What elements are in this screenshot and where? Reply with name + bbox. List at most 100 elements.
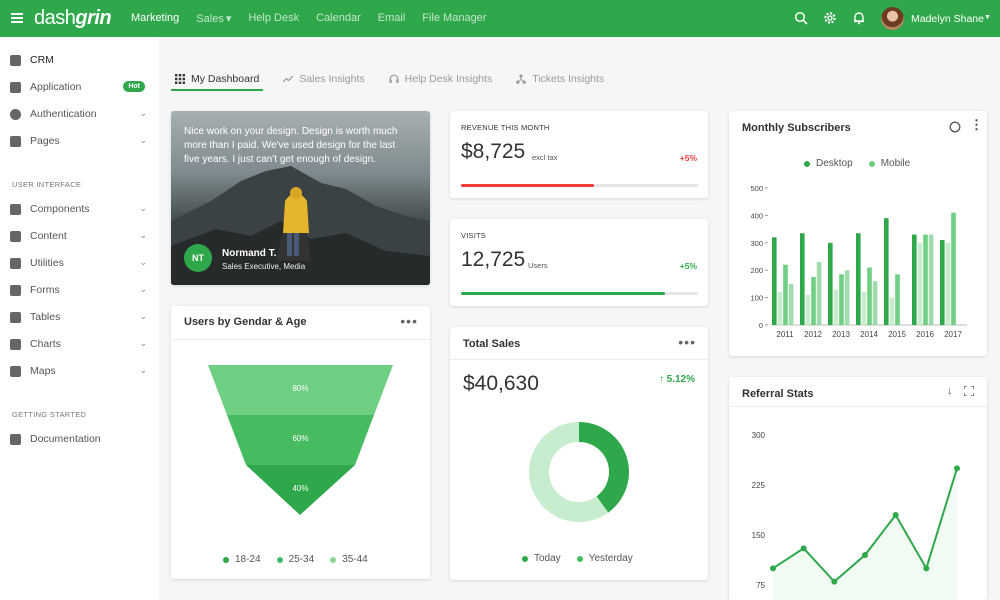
chevron-down-icon: ▾ bbox=[225, 13, 232, 25]
visits-label: VISITS bbox=[461, 231, 486, 240]
funnel-level-2 bbox=[227, 415, 374, 465]
sidebar-item-label: Tables bbox=[30, 311, 61, 323]
sidebar-item-components[interactable]: Components ⌄ bbox=[10, 201, 155, 217]
bar-2013 bbox=[844, 270, 850, 325]
arrow-up-icon: ↑ bbox=[658, 374, 664, 385]
topnav-calendar[interactable]: Calendar bbox=[316, 12, 361, 24]
tab-my-dashboard[interactable]: My Dashboard bbox=[171, 68, 264, 91]
revenue-unit: excl tax bbox=[532, 153, 558, 162]
sidebar-item-forms[interactable]: Forms ⌄ bbox=[10, 282, 155, 298]
bell-icon[interactable] bbox=[852, 11, 866, 25]
legend-mobile: Mobile bbox=[868, 158, 910, 169]
data-point bbox=[831, 578, 838, 585]
data-point bbox=[954, 465, 960, 472]
bar-2011 bbox=[772, 237, 777, 325]
tab-label: My Dashboard bbox=[191, 73, 260, 85]
sidebar-item-label: Forms bbox=[30, 284, 60, 296]
fullscreen-icon[interactable] bbox=[964, 386, 974, 396]
funnel-chart bbox=[208, 365, 393, 515]
sidebar-item-pages[interactable]: Pages ⌄ bbox=[10, 133, 155, 149]
search-icon[interactable] bbox=[794, 11, 808, 25]
bar-2012 bbox=[805, 294, 811, 325]
author-avatar: NT bbox=[184, 244, 212, 272]
sidebar-item-tables[interactable]: Tables ⌄ bbox=[10, 309, 155, 325]
bar-2015 bbox=[884, 218, 889, 325]
sidebar-item-charts[interactable]: Charts ⌄ bbox=[10, 336, 155, 352]
bar-2017 bbox=[940, 240, 945, 325]
donut-slice-yesterday bbox=[529, 422, 629, 522]
card-title: Total Sales bbox=[463, 338, 521, 350]
topnav-email[interactable]: Email bbox=[377, 12, 406, 24]
content-icon bbox=[10, 230, 21, 242]
refresh-icon[interactable] bbox=[949, 121, 961, 133]
tab-label: Sales Insights bbox=[299, 73, 365, 85]
maps-icon bbox=[10, 365, 21, 377]
topnav-marketing[interactable]: Marketing bbox=[131, 12, 180, 24]
more-horizontal-icon[interactable]: ••• bbox=[678, 334, 696, 350]
more-horizontal-icon[interactable]: ••• bbox=[400, 313, 418, 329]
subscribers-bar-chart: 0 100 200 300 400 500 2011 2012 2013 2014 2015 2016… bbox=[750, 184, 967, 339]
x-tick-label: 2016 bbox=[916, 330, 934, 339]
bar-2017 bbox=[951, 212, 956, 325]
sidebar-item-authentication[interactable]: Authentication ⌄ bbox=[10, 106, 155, 122]
funnel-level-3 bbox=[246, 465, 355, 515]
total-sales-value: $40,630 bbox=[463, 372, 539, 395]
sidebar-item-utilities[interactable]: Utilities ⌄ bbox=[10, 255, 155, 271]
referral-line-chart: 300 225 150 75 bbox=[752, 431, 960, 600]
data-point bbox=[770, 565, 776, 572]
logo[interactable]: dashgrin bbox=[34, 7, 112, 29]
tab-sales-insights[interactable]: Sales Insights bbox=[279, 68, 368, 90]
visits-change: +5% bbox=[679, 261, 697, 271]
funnel-label: 60% bbox=[292, 434, 309, 443]
chevron-down-icon: ⌄ bbox=[139, 338, 147, 348]
sidebar-item-maps[interactable]: Maps ⌄ bbox=[10, 363, 155, 379]
sidebar-item-crm[interactable]: CRM bbox=[10, 52, 155, 68]
tables-icon bbox=[10, 311, 21, 323]
chevron-down-icon[interactable]: ▼ bbox=[984, 14, 991, 21]
utilities-icon bbox=[10, 257, 21, 269]
total-sales-card: Total Sales ••• $40,630 ↑ 5.12% Today Ye… bbox=[450, 327, 708, 580]
total-sales-donut bbox=[529, 422, 629, 522]
legend-yesterday: Yesterday bbox=[576, 553, 633, 564]
chevron-down-icon: ⌄ bbox=[139, 203, 147, 213]
more-vertical-icon[interactable]: ⋮ bbox=[970, 117, 983, 132]
avatar[interactable] bbox=[881, 7, 904, 30]
x-tick-label: 2011 bbox=[776, 330, 794, 339]
download-icon[interactable]: ↓ bbox=[947, 385, 953, 397]
legend-desktop: Desktop bbox=[804, 158, 853, 169]
sidebar-item-label: Authentication bbox=[30, 108, 97, 120]
visits-progress bbox=[461, 292, 698, 295]
legend-25-34: 25-34 bbox=[276, 554, 314, 565]
revenue-change: +5% bbox=[679, 153, 697, 163]
bar-2014 bbox=[867, 267, 872, 325]
user-name[interactable]: Madelyn Shane bbox=[911, 13, 984, 25]
chevron-down-icon: ⌄ bbox=[139, 135, 147, 145]
topnav-file-manager[interactable]: File Manager bbox=[422, 12, 487, 24]
top-nav: Marketing Sales ▾ Help Desk Calendar Emai… bbox=[131, 12, 503, 25]
funnel-label: 40% bbox=[292, 484, 309, 493]
authentication-icon bbox=[10, 108, 21, 120]
visits-card: VISITS 12,725 Users +5% bbox=[450, 219, 708, 306]
monthly-subscribers-card: Monthly Subscribers ⋮ Desktop Mobile 0 10… bbox=[729, 111, 987, 356]
bar-2014 bbox=[861, 292, 867, 325]
sidebar-item-content[interactable]: Content ⌄ bbox=[10, 228, 155, 244]
mountain-image bbox=[171, 166, 430, 285]
dashboard-tabs: My Dashboard Sales Insights Help Desk In… bbox=[171, 68, 624, 92]
sidebar-item-documentation[interactable]: Documentation bbox=[10, 431, 155, 447]
topnav-help-desk[interactable]: Help Desk bbox=[248, 12, 300, 24]
data-point bbox=[862, 552, 868, 558]
tab-help-desk-insights[interactable]: Help Desk Insights bbox=[385, 68, 497, 90]
sidebar-item-label: Maps bbox=[30, 365, 56, 377]
sidebar-item-application[interactable]: Application Hot bbox=[10, 79, 155, 95]
y-tick-label: 100 bbox=[750, 294, 763, 303]
x-tick-label: 2015 bbox=[888, 330, 906, 339]
data-point bbox=[923, 565, 930, 572]
line-area bbox=[773, 468, 957, 600]
gear-icon[interactable] bbox=[823, 11, 837, 25]
sidebar-item-label: Content bbox=[30, 230, 67, 242]
menu-icon[interactable] bbox=[11, 13, 23, 23]
tab-tickets-insights[interactable]: Tickets Insights bbox=[512, 68, 608, 90]
sidebar: CRM Application Hot Authentication ⌄ Pages… bbox=[0, 37, 159, 600]
bar-2016 bbox=[923, 234, 928, 325]
topnav-sales[interactable]: Sales ▾ bbox=[196, 13, 232, 25]
